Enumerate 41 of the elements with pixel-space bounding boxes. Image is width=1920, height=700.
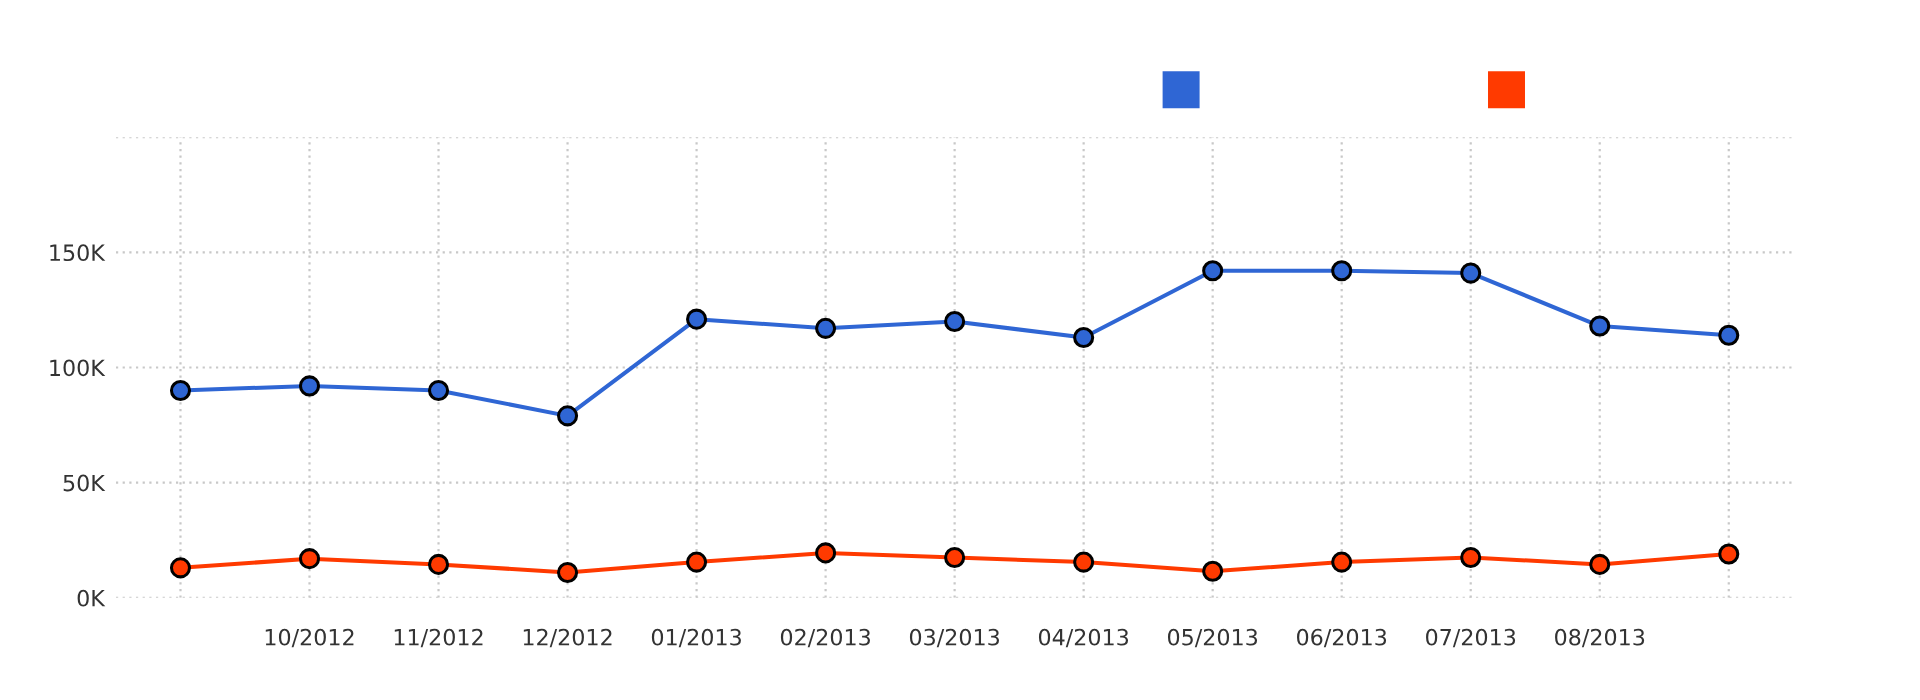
point <box>1718 324 1740 346</box>
x-tick-label: 10/2012 <box>265 628 354 648</box>
x-tick-label: 04/2013 <box>1038 628 1129 648</box>
point <box>1589 315 1611 337</box>
point <box>298 548 321 570</box>
y-tick-label: 50K <box>63 474 106 492</box>
point <box>1460 546 1482 569</box>
point <box>686 308 708 330</box>
point <box>1073 327 1095 349</box>
point <box>427 553 450 575</box>
x-tick-label: 06/2013 <box>1297 628 1387 648</box>
point <box>1202 560 1224 582</box>
x-tick-label: 07/2013 <box>1426 628 1516 648</box>
point <box>944 310 966 332</box>
point <box>815 542 837 564</box>
point <box>686 551 708 573</box>
point <box>1460 262 1482 284</box>
point <box>815 317 837 339</box>
point <box>1202 260 1224 282</box>
x-tick-label: 05/2013 <box>1167 628 1258 648</box>
x-tick-label: 08/2013 <box>1555 628 1645 648</box>
point <box>556 561 579 584</box>
y-tick-label: 150K <box>50 244 106 262</box>
point <box>169 379 192 402</box>
point <box>944 546 966 569</box>
point <box>1718 543 1740 565</box>
point <box>1331 551 1353 573</box>
x-tick-label: 12/2012 <box>523 628 612 648</box>
y-tick-label: 100K <box>50 359 106 377</box>
point <box>298 375 321 397</box>
x-tick-label: 02/2013 <box>780 628 870 648</box>
y-tick-label: 0K <box>77 589 106 607</box>
point <box>1589 553 1611 575</box>
x-tick-label: 11/2012 <box>394 628 483 648</box>
point <box>556 405 579 427</box>
point <box>427 379 450 402</box>
x-tick-label: 01/2013 <box>651 628 741 648</box>
point <box>1073 551 1095 573</box>
point <box>169 557 192 579</box>
x-tick-label: 03/2013 <box>909 628 999 648</box>
point <box>1331 260 1353 282</box>
